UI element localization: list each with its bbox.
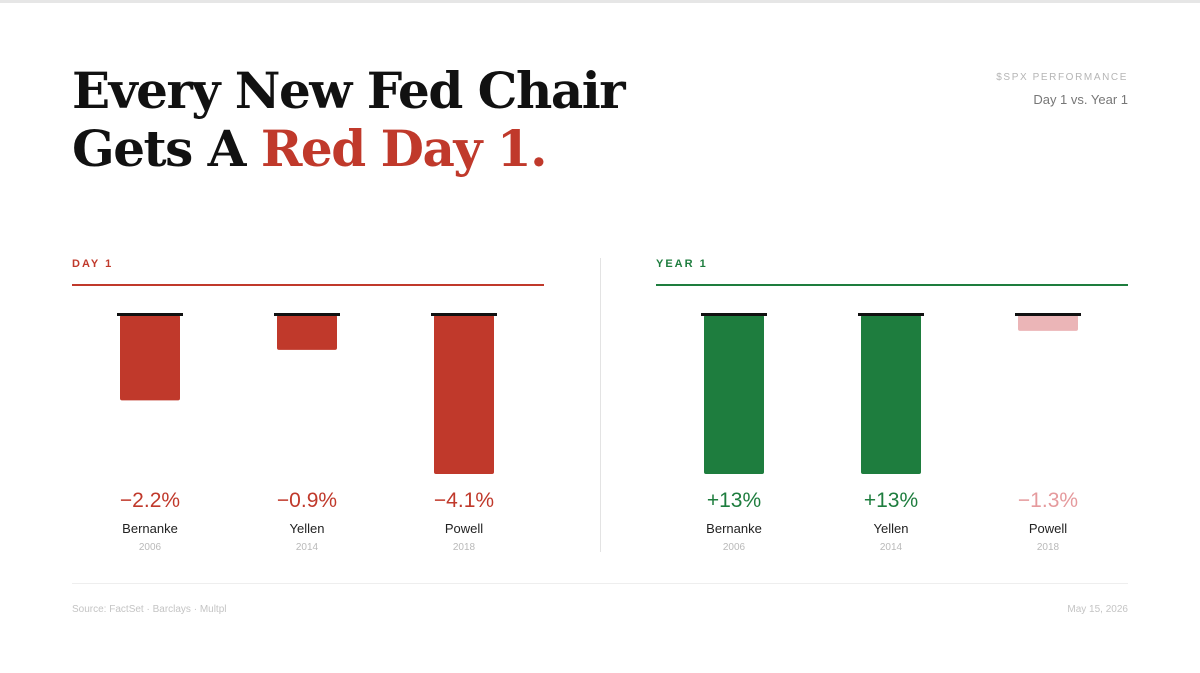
year1-panel-label: YEAR 1 (656, 258, 708, 270)
date-stamp: May 15, 2026 (1067, 604, 1128, 615)
year1-year-label: 2018 (1037, 542, 1060, 553)
day1-baseline-cap (117, 313, 183, 316)
day1-bar-powell (434, 315, 494, 474)
page-title: Every New Fed Chair Gets A Red Day 1. (72, 61, 626, 178)
day1-bar-bernanke (120, 315, 180, 401)
day1-year-label: 2014 (296, 542, 319, 553)
year1-baseline-cap (858, 313, 924, 316)
year1-category-label: Bernanke (706, 521, 762, 536)
year1-value-label: −1.3% (1018, 489, 1078, 512)
panel-divider (600, 258, 601, 552)
year1-category-label: Powell (1029, 521, 1067, 536)
year1-bar-powell (1018, 315, 1078, 331)
day1-year-label: 2006 (139, 542, 162, 553)
year1-value-label: +13% (707, 489, 761, 512)
day1-panel-rule (72, 284, 544, 286)
top-border (0, 0, 1200, 3)
year1-bar-chart: +13% Bernanke 2006 +13% Yellen 2014 −1.3% Powel… (701, 313, 1081, 553)
day1-baseline-cap (431, 313, 497, 316)
day1-panel-label: DAY 1 (72, 258, 114, 270)
chart-subtitle: Day 1 vs. Year 1 (1033, 92, 1128, 107)
year1-bar-yellen (861, 315, 921, 474)
chart-kicker: $SPX PERFORMANCE (996, 72, 1128, 83)
day1-bar-yellen (277, 315, 337, 350)
year1-panel-rule (656, 284, 1128, 286)
day1-category-label: Powell (445, 521, 483, 536)
footer-rule (72, 583, 1128, 584)
year1-bar-bernanke (704, 315, 764, 474)
year1-category-label: Yellen (874, 521, 909, 536)
title-line-2-accent: Red Day 1. (260, 119, 548, 178)
title-line-1: Every New Fed Chair (72, 61, 626, 120)
day1-category-label: Bernanke (122, 521, 178, 536)
year1-baseline-cap (1015, 313, 1081, 316)
day1-year-label: 2018 (453, 542, 476, 553)
day1-bar-chart: −2.2% Bernanke 2006 −0.9% Yellen 2014 −4.1% Pow… (117, 313, 497, 553)
year1-baseline-cap (701, 313, 767, 316)
source-note: Source: FactSet · Barclays · Multpl (72, 604, 227, 615)
day1-category-label: Yellen (290, 521, 325, 536)
day1-value-label: −0.9% (277, 489, 337, 512)
day1-value-label: −4.1% (434, 489, 494, 512)
year1-panel: YEAR 1 +13% Bernanke 2006 +13% Yellen 2014 −1.… (656, 256, 1128, 556)
day1-baseline-cap (274, 313, 340, 316)
year1-value-label: +13% (864, 489, 918, 512)
title-line-2-prefix: Gets A (72, 119, 261, 178)
day1-value-label: −2.2% (120, 489, 180, 512)
year1-year-label: 2006 (723, 542, 746, 553)
year1-year-label: 2014 (880, 542, 903, 553)
day1-panel: DAY 1 −2.2% Bernanke 2006 −0.9% Yellen 2014 −4… (72, 256, 544, 556)
